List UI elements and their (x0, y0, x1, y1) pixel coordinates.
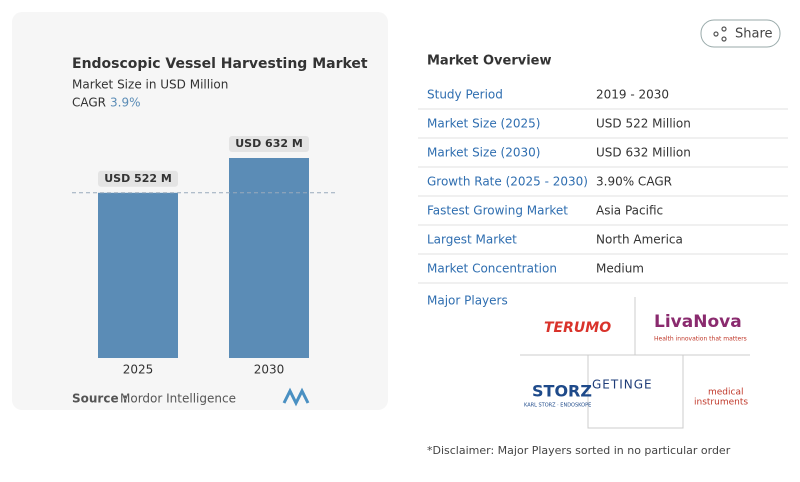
logo-getinge: GETINGE (592, 378, 653, 392)
x-tick-label: 2025 (123, 363, 154, 377)
logo-livanova: LivaNova (654, 312, 742, 332)
overview-value: North America (596, 233, 683, 247)
logo-instruments: instruments (694, 398, 748, 408)
overview-title: Market Overview (427, 54, 551, 69)
source: Mordor Intelligence (120, 392, 236, 406)
logo-storz: STORZ (532, 382, 592, 401)
overview-label: Growth Rate (2025 - 2030) (427, 175, 588, 189)
cagr-value: 3.9% (110, 96, 141, 110)
overview-value: 2019 - 2030 (596, 88, 669, 102)
overview-label: Fastest Growing Market (427, 204, 568, 218)
share-icon[interactable] (713, 26, 727, 42)
overview-value: 3.90% CAGR (596, 175, 672, 189)
logo-terumo: TERUMO (544, 320, 611, 336)
x-tick-label: 2030 (254, 363, 285, 377)
bar (98, 192, 178, 358)
overview-value: Medium (596, 262, 644, 276)
overview-label: Market Concentration (427, 262, 557, 276)
overview-value: USD 522 Million (596, 117, 691, 131)
overview-label: Largest Market (427, 233, 517, 247)
chart-title: Endoscopic Vessel Harvesting Market (72, 56, 368, 72)
logo-tagline: Health innovation that matters (654, 336, 747, 343)
overview-value: Asia Pacific (596, 204, 663, 218)
bar (229, 158, 309, 358)
overview-label: Study Period (427, 88, 503, 102)
overview-label: Market Size (2025) (427, 117, 540, 131)
value-label: USD 522 M (104, 172, 172, 185)
chart-subtitle: Market Size in USD Million (72, 78, 228, 92)
overview-value: USD 632 Million (596, 146, 691, 160)
source-label: Source : (72, 392, 128, 406)
players-label: Major Players (427, 294, 508, 308)
value-label-bg (98, 170, 178, 187)
disclaimer: *Disclaimer: Major Players sorted in no … (427, 444, 731, 457)
cagr-label: CAGR (72, 96, 106, 110)
share-button[interactable] (700, 19, 781, 48)
value-label-bg (229, 136, 309, 152)
brand-mark (282, 387, 310, 407)
brand-icon (282, 387, 310, 407)
logo-box (587, 354, 684, 429)
logo-medical: medical (708, 388, 743, 398)
value-label: USD 632 M (235, 137, 303, 150)
logo-storz-sub: KARL STORZ · ENDOSKOPE (524, 403, 591, 409)
share-label[interactable]: Share (735, 27, 773, 42)
overview-label: Market Size (2030) (427, 146, 540, 160)
